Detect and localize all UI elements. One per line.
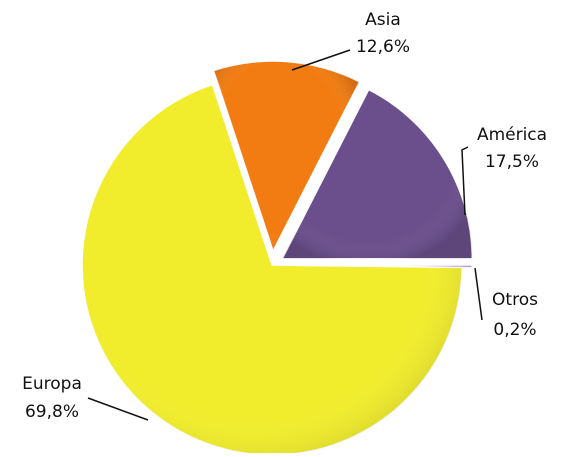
slice-label: América: [477, 125, 547, 145]
leader-line: [291, 49, 351, 71]
slice-shade: [282, 89, 473, 259]
slice-shade: [213, 61, 360, 252]
leader-line: [461, 146, 469, 216]
slice-label: Europa: [22, 374, 82, 394]
leader-line: [474, 267, 483, 321]
slice-label: Otros: [492, 290, 538, 310]
slice-value: 17,5%: [485, 152, 539, 172]
leader-line: [87, 397, 149, 421]
slice-value: 0,2%: [493, 320, 536, 340]
slice-shade: [281, 265, 472, 268]
slice-shade: [82, 84, 462, 455]
slice-label: Asia: [365, 10, 401, 30]
slice-value: 12,6%: [356, 37, 410, 57]
slice-value: 69,8%: [25, 402, 79, 422]
